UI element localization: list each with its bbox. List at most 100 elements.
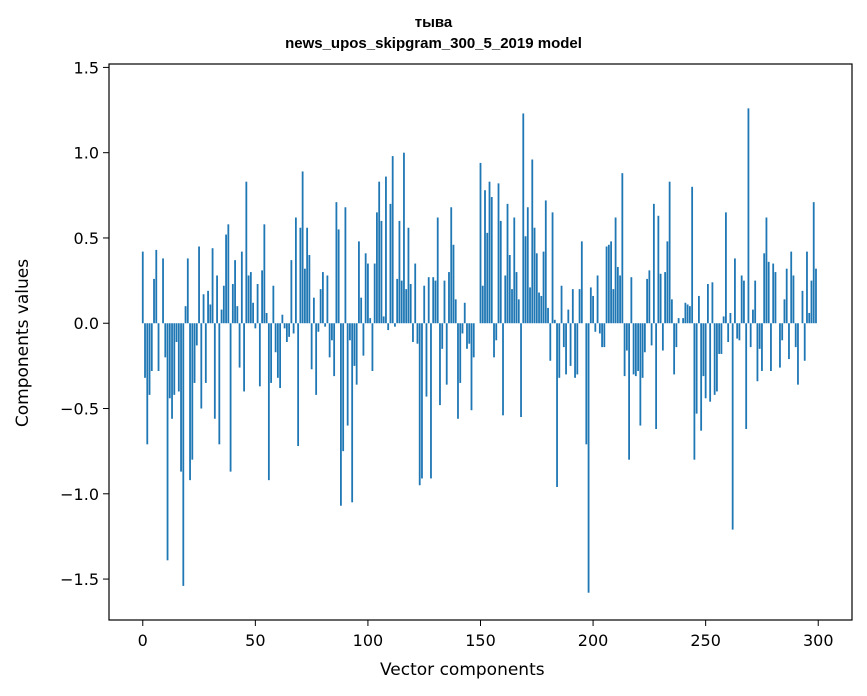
bar — [288, 323, 291, 337]
bar — [164, 323, 167, 358]
bar — [245, 181, 248, 324]
bar — [641, 323, 644, 378]
bar — [367, 263, 369, 324]
bar — [331, 323, 333, 341]
bar — [648, 270, 651, 324]
bar — [506, 203, 509, 324]
bar — [594, 323, 597, 332]
y-tick-label: −1.0 — [60, 485, 99, 504]
bar — [195, 323, 198, 346]
bar — [238, 323, 241, 368]
bar — [376, 212, 378, 324]
bar — [353, 323, 356, 366]
bar — [576, 323, 579, 375]
bar — [454, 299, 457, 324]
bar — [418, 323, 421, 486]
bar — [344, 207, 347, 324]
bar — [540, 295, 543, 324]
bar — [369, 318, 372, 324]
bar — [337, 229, 340, 324]
bar — [621, 173, 624, 324]
bar — [551, 212, 554, 324]
bar — [281, 314, 284, 324]
bar — [432, 277, 435, 324]
bar — [328, 323, 331, 358]
bar — [276, 323, 279, 378]
bar — [729, 313, 732, 324]
bar — [603, 323, 606, 348]
bar — [513, 217, 516, 324]
bar — [605, 246, 608, 324]
bar — [596, 275, 599, 324]
bar — [479, 162, 482, 324]
bar — [634, 323, 637, 377]
bar — [598, 323, 601, 334]
bar — [806, 251, 808, 324]
bar — [587, 323, 590, 593]
bar — [256, 284, 259, 324]
bar — [781, 323, 784, 341]
bar — [502, 323, 504, 416]
bar — [659, 273, 662, 324]
bar — [725, 212, 727, 324]
bar — [468, 323, 471, 344]
bar — [171, 323, 173, 419]
bar — [324, 323, 327, 327]
bar — [614, 217, 617, 324]
bar — [209, 304, 212, 324]
bar — [790, 251, 793, 324]
bar — [373, 263, 376, 324]
bar — [466, 323, 468, 349]
bar — [709, 323, 712, 402]
bar — [533, 227, 536, 324]
bar — [761, 323, 763, 371]
bar — [610, 241, 612, 324]
bar — [470, 323, 473, 411]
bar — [204, 323, 207, 383]
bar — [700, 323, 703, 431]
bar — [515, 272, 518, 324]
bar — [526, 207, 529, 324]
bar — [767, 261, 770, 324]
x-tick-label: 50 — [245, 631, 265, 650]
bar — [265, 313, 268, 324]
bar — [175, 323, 178, 342]
bar — [731, 323, 734, 530]
bar — [522, 113, 525, 324]
bar — [443, 280, 446, 324]
bar — [216, 275, 218, 324]
bar — [490, 197, 493, 324]
bar — [355, 323, 358, 385]
bar — [222, 285, 225, 324]
bar — [227, 224, 230, 324]
bar — [231, 284, 234, 324]
bar — [558, 323, 561, 378]
bar — [801, 290, 804, 324]
bar — [695, 323, 698, 414]
bar — [279, 323, 282, 389]
bar — [326, 275, 329, 324]
bar — [808, 313, 811, 324]
bar — [531, 159, 534, 324]
bar — [380, 220, 383, 324]
bar — [340, 323, 342, 506]
bar — [569, 323, 572, 366]
bar — [637, 323, 640, 371]
bar — [198, 246, 200, 324]
bar — [261, 270, 263, 324]
bar — [607, 244, 610, 324]
x-tick-label: 300 — [803, 631, 834, 650]
bar — [445, 323, 448, 385]
bar — [524, 236, 527, 324]
bar — [517, 299, 520, 324]
bar — [391, 156, 394, 324]
bar — [765, 217, 768, 324]
bar — [497, 183, 500, 324]
bar — [803, 323, 806, 361]
bar — [720, 323, 723, 354]
bar — [788, 323, 790, 360]
bar — [349, 323, 351, 341]
bar — [758, 323, 761, 349]
bar — [553, 319, 556, 324]
bar — [407, 227, 410, 324]
